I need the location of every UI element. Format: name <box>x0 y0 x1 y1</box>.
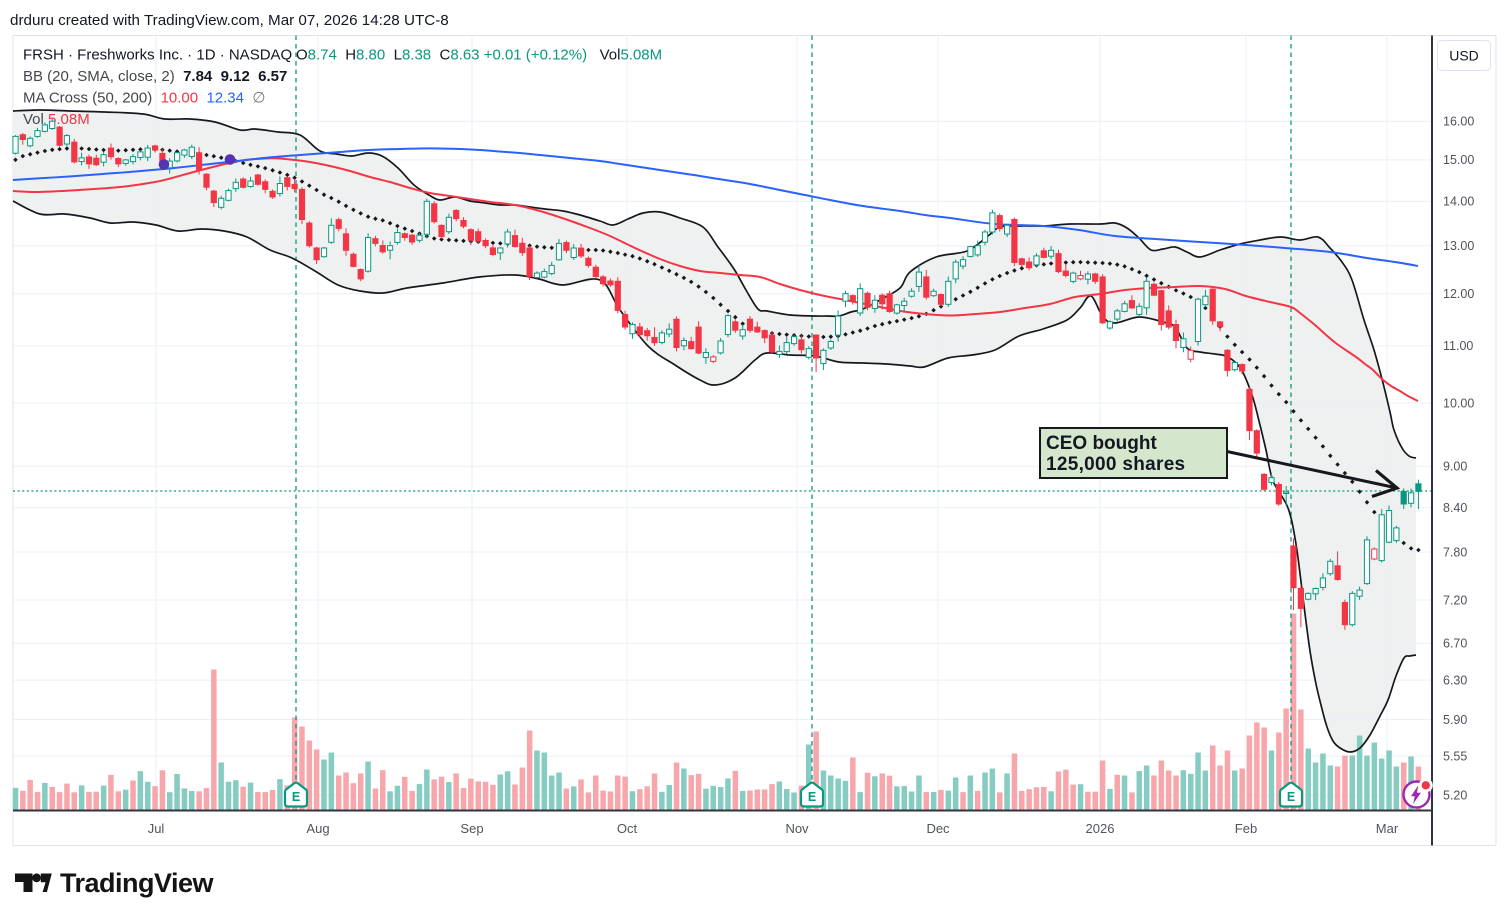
svg-text:Mar: Mar <box>1376 821 1399 836</box>
svg-text:Vol 5.08M: Vol 5.08M <box>23 111 90 128</box>
svg-text:Sep: Sep <box>460 821 483 836</box>
svg-text:16.00: 16.00 <box>1443 115 1474 129</box>
svg-text:E: E <box>808 790 816 804</box>
svg-text:7.80: 7.80 <box>1443 545 1467 559</box>
svg-text:12.00: 12.00 <box>1443 287 1474 301</box>
svg-text:BB (20, SMA, close, 2) 7.84: BB (20, SMA, close, 2) 7.84 9.12 6.57 <box>23 68 287 85</box>
svg-text:10.00: 10.00 <box>1443 396 1474 410</box>
svg-text:8.40: 8.40 <box>1443 501 1467 515</box>
svg-text:6.70: 6.70 <box>1443 637 1467 651</box>
svg-text:15.00: 15.00 <box>1443 153 1474 167</box>
svg-text:2026: 2026 <box>1086 821 1115 836</box>
svg-text:Aug: Aug <box>306 821 329 836</box>
svg-text:Jul: Jul <box>148 821 165 836</box>
svg-text:E: E <box>292 790 300 804</box>
svg-text:MA Cross (50, 200) 10.00 12.: MA Cross (50, 200) 10.00 12.34 ∅ <box>23 90 265 107</box>
svg-text:FRSH · Freshworks Inc. · 1D ·: FRSH · Freshworks Inc. · 1D · NASDAQ <box>23 47 292 64</box>
svg-text:7.20: 7.20 <box>1443 593 1467 607</box>
svg-text:9.00: 9.00 <box>1443 460 1467 474</box>
svg-text:14.00: 14.00 <box>1443 195 1474 209</box>
svg-text:E: E <box>1287 790 1295 804</box>
svg-text:125,000 shares: 125,000 shares <box>1046 454 1185 475</box>
svg-text:O8.74 H8.80 L8.38 C8.63 +0.: O8.74 H8.80 L8.38 C8.63 +0.01 (+0.12%) V… <box>296 47 662 64</box>
svg-text:11.00: 11.00 <box>1443 339 1473 353</box>
svg-text:Feb: Feb <box>1235 821 1257 836</box>
svg-text:TradingView: TradingView <box>60 868 215 898</box>
svg-text:USD: USD <box>1449 48 1479 64</box>
svg-text:6.30: 6.30 <box>1443 673 1467 687</box>
svg-text:5.20: 5.20 <box>1443 789 1467 803</box>
svg-text:5.55: 5.55 <box>1443 749 1467 763</box>
svg-text:Dec: Dec <box>926 821 950 836</box>
svg-text:13.00: 13.00 <box>1443 239 1474 253</box>
svg-text:Nov: Nov <box>785 821 809 836</box>
svg-text:drduru created with TradingVie: drduru created with TradingView.com, Mar… <box>10 12 449 29</box>
svg-text:CEO bought: CEO bought <box>1046 433 1157 454</box>
svg-text:Oct: Oct <box>617 821 638 836</box>
svg-text:5.90: 5.90 <box>1443 713 1467 727</box>
